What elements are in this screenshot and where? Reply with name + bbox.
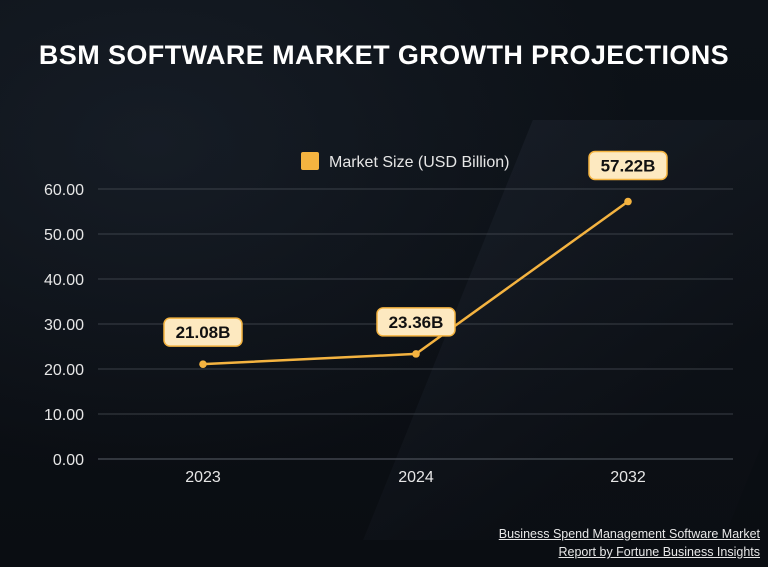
source-citation[interactable]: Business Spend Management Software Marke… xyxy=(499,525,760,561)
source-line-1[interactable]: Business Spend Management Software Marke… xyxy=(498,527,760,541)
chart-title: BSM SOFTWARE MARKET GROWTH PROJECTIONS xyxy=(38,40,730,70)
y-tick-label: 50.00 xyxy=(44,227,84,244)
legend-label: Market Size (USD Billion) xyxy=(329,154,509,171)
data-point xyxy=(199,360,207,368)
data-label: 23.36B xyxy=(389,313,444,332)
data-label-box xyxy=(163,317,243,347)
series-line xyxy=(201,200,630,366)
y-tick-label: 30.00 xyxy=(44,317,84,334)
data-label-box xyxy=(588,150,668,181)
data-point xyxy=(624,197,632,206)
data-label-box xyxy=(376,307,456,337)
x-tick-label: 2032 xyxy=(610,469,646,486)
data-label: 21.08B xyxy=(176,323,231,342)
x-tick-label: 2023 xyxy=(185,469,221,486)
data-label: 57.22B xyxy=(601,157,656,176)
y-tick-label: 60.00 xyxy=(44,182,84,199)
x-tick-label: 2024 xyxy=(398,469,434,486)
legend-swatch xyxy=(301,152,319,170)
y-tick-label: 40.00 xyxy=(44,272,84,289)
y-tick-label: 10.00 xyxy=(44,407,84,424)
y-tick-label: 0.00 xyxy=(53,452,84,469)
source-line-2[interactable]: Report by Fortune Business Insights xyxy=(558,545,761,559)
y-tick-label: 20.00 xyxy=(44,362,84,379)
data-point xyxy=(412,350,420,358)
